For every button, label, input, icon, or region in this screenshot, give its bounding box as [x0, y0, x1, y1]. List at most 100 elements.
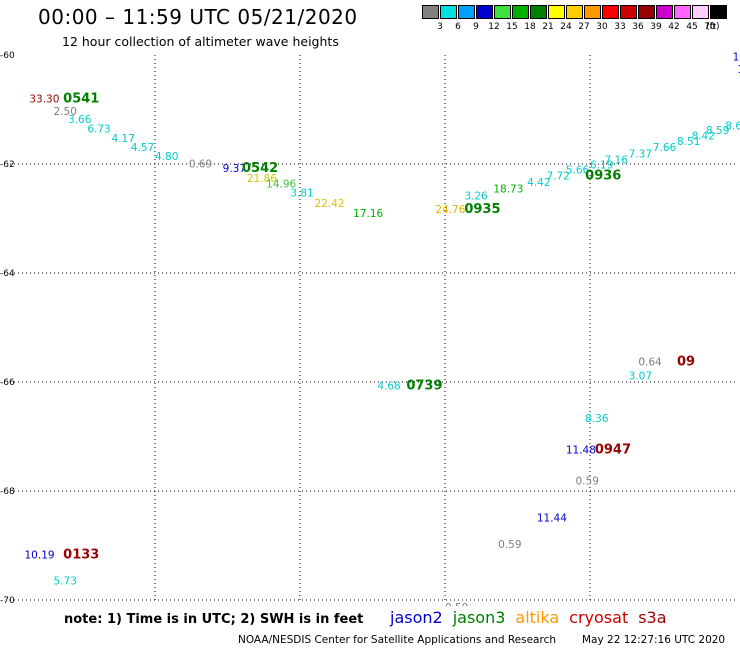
wave-height-label: 7.66 [653, 142, 677, 154]
scale-label: 42 [668, 22, 680, 32]
wave-height-label: 24.76 [435, 204, 465, 216]
lat-tick-label: -64 [0, 269, 15, 279]
satellite-legend-jason2: jason2 [390, 608, 443, 627]
scale-label: 36 [632, 22, 644, 32]
scale-label: 6 [455, 22, 461, 32]
scale-label: 45 [686, 22, 698, 32]
wave-height-label: 7.37 [629, 148, 652, 160]
map-tick-labels: -30-27-24-21-18-15-60-62-64-66-68-70 [0, 51, 15, 606]
satellite-legend: jason2 jason3 altika cryosat s3a [390, 608, 677, 627]
scale-swatch [638, 5, 655, 19]
lat-tick-label: -62 [0, 160, 15, 170]
lat-tick-label: -60 [0, 51, 15, 61]
satellite-legend-jason3: jason3 [452, 608, 506, 627]
wave-height-label: 3.66 [68, 114, 92, 126]
map-title: 00:00 – 11:59 UTC 05/21/2020 [38, 5, 358, 29]
scale-swatch [422, 5, 439, 19]
scale-swatch [440, 5, 457, 19]
scale-label: 9 [473, 22, 479, 32]
wave-height-label: 10.64 [737, 64, 740, 76]
wave-height-label: 18.73 [493, 183, 523, 195]
map-subtitle: 12 hour collection of altimeter wave hei… [62, 34, 339, 49]
scale-swatch [674, 5, 691, 19]
scale-swatch [656, 5, 673, 19]
scale-label: 30 [596, 22, 608, 32]
wave-height-label: 3.07 [629, 370, 652, 382]
wave-height-label: 4.57 [131, 142, 154, 154]
wave-height-label: 0.69 [189, 158, 212, 170]
scale-label: 18 [524, 22, 536, 32]
scale-swatch [548, 5, 565, 19]
scale-swatch [494, 5, 511, 19]
scale-swatch [512, 5, 529, 19]
scale-label: 12 [488, 22, 500, 32]
scale-label: 21 [542, 22, 554, 32]
altimeter-map: -30-27-24-21-18-15-60-62-64-66-68-70 33.… [0, 51, 740, 606]
scale-swatch [620, 5, 637, 19]
wave-height-label: 5.66 [566, 164, 590, 176]
lat-tick-label: -66 [0, 378, 15, 388]
wave-height-label: 7.72 [547, 170, 570, 182]
lat-tick-label: -68 [0, 487, 15, 497]
wave-height-label: 8.36 [585, 413, 609, 425]
wave-height-label: 4.17 [112, 133, 135, 145]
pass-time-label: 0935 [464, 202, 500, 217]
scale-label: 33 [614, 22, 626, 32]
wave-height-label: 9.37 [223, 163, 246, 175]
wave-height-label: 3.26 [464, 190, 488, 202]
pass-time-label: 0739 [406, 379, 442, 394]
scale-swatch [458, 5, 475, 19]
satellite-legend-s3a: s3a [638, 608, 667, 627]
wave-height-label: 17.16 [353, 208, 383, 220]
wave-height-label: 22.42 [315, 198, 345, 210]
scale-label: 27 [578, 22, 590, 32]
wave-height-label: 8.51 [677, 136, 700, 148]
wave-height-label: 4.80 [155, 151, 178, 163]
wave-height-label: 6.73 [87, 123, 110, 135]
wave-height-label: 6.19 [590, 159, 613, 171]
wave-height-label: 11.48 [566, 444, 596, 456]
wave-height-label: 0.59 [445, 602, 468, 606]
scale-swatch [566, 5, 583, 19]
wave-height-label: 5.73 [54, 576, 77, 588]
credit-line: NOAA/NESDIS Center for Satellite Applica… [238, 634, 556, 646]
wave-height-label: 0.59 [498, 539, 521, 551]
pass-time-label: 0542 [242, 161, 278, 176]
footer-note: note: 1) Time is in UTC; 2) SWH is in fe… [64, 612, 364, 627]
pass-time-label: 0947 [595, 442, 631, 457]
map-grid [10, 55, 735, 601]
generation-timestamp: May 22 12:27:16 UTC 2020 [582, 634, 726, 646]
scale-swatch [710, 5, 727, 19]
wave-height-label: 21.86 [247, 173, 277, 185]
pass-time-label: 0541 [63, 91, 99, 106]
wave-height-label: 8.68 [725, 121, 740, 133]
wave-height-label: 33.30 [29, 93, 59, 105]
scale-unit: (ft) [706, 22, 720, 32]
wave-height-label: 14.96 [266, 178, 296, 190]
wave-height-label: 0.59 [576, 475, 599, 487]
pass-time-label: 09 [677, 355, 695, 370]
wave-height-label: 8.59 [706, 125, 729, 137]
lat-tick-label: -70 [0, 596, 15, 606]
wave-height-label: 3.81 [290, 188, 313, 200]
scale-label: 70 [704, 22, 716, 32]
wave-height-label: 8.42 [692, 130, 715, 142]
satellite-legend-cryosat: cryosat [569, 608, 629, 627]
wave-height-label: 7.16 [605, 154, 629, 166]
scale-label: 3 [437, 22, 443, 32]
satellite-legend-altika: altika [515, 608, 560, 627]
scale-swatch [476, 5, 493, 19]
wave-height-label: 4.42 [527, 177, 550, 189]
scale-label: 39 [650, 22, 662, 32]
scale-swatch [692, 5, 709, 19]
wave-height-label: 2.50 [54, 106, 77, 118]
scale-swatch [584, 5, 601, 19]
wave-height-label: 0.64 [638, 357, 662, 369]
scale-label: 15 [506, 22, 518, 32]
wave-height-label: 10.65 [733, 51, 740, 63]
pass-time-label: 0133 [63, 548, 99, 563]
scale-swatch [602, 5, 619, 19]
wave-height-label: 4.68 [377, 381, 400, 393]
wave-height-label: 11.44 [537, 513, 567, 525]
